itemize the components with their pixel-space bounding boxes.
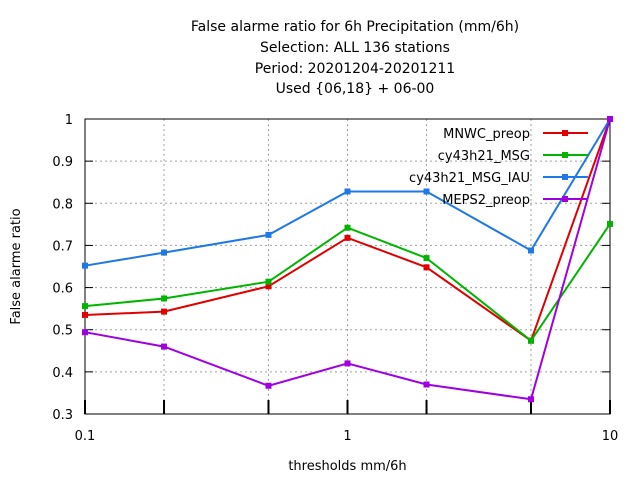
series-group bbox=[82, 116, 613, 403]
x-tick-label: 0.1 bbox=[75, 429, 96, 444]
data-point-cy43h21_MSG bbox=[265, 278, 272, 285]
data-point-cy43h21_MSG_IAU bbox=[265, 231, 272, 238]
data-point-MEPS2_preop bbox=[344, 360, 351, 367]
legend-label: MNWC_preop bbox=[443, 127, 530, 142]
data-point-MNWC_preop bbox=[161, 308, 168, 315]
y-tick-label: 0.8 bbox=[52, 197, 73, 212]
series-line-cy43h21_MSG bbox=[84, 223, 611, 343]
legend-swatch-marker bbox=[562, 196, 568, 202]
legend-label: cy43h21_MSG_IAU bbox=[409, 171, 530, 186]
data-point-cy43h21_MSG_IAU bbox=[527, 247, 534, 254]
data-point-MEPS2_preop bbox=[423, 381, 430, 388]
chart-title-line-3: Period: 20201204-20201211 bbox=[254, 61, 456, 77]
y-tick-label: 0.9 bbox=[52, 155, 73, 170]
data-point-cy43h21_MSG_IAU bbox=[161, 249, 168, 256]
y-tick-label: 0.4 bbox=[52, 366, 73, 381]
legend-label: cy43h21_MSG bbox=[438, 149, 530, 164]
data-point-cy43h21_MSG_IAU bbox=[423, 188, 430, 195]
chart-title-line-4: Used {06,18} + 06-00 bbox=[275, 81, 435, 97]
legend-label: MEPS2_preop bbox=[442, 193, 530, 208]
y-tick-label: 0.3 bbox=[52, 408, 73, 423]
legend-swatch-marker bbox=[562, 130, 568, 136]
chart-title-line-2: Selection: ALL 136 stations bbox=[260, 40, 450, 56]
y-tick-label: 1 bbox=[65, 113, 73, 128]
y-tick-label: 0.7 bbox=[52, 239, 73, 254]
axis-ticks: 0.3 0.4 0.5 0.6 0.7 0.8 0.9 1 0.1 1 10 bbox=[52, 113, 618, 444]
y-axis-label: False alarme ratio bbox=[9, 208, 24, 324]
grid bbox=[85, 119, 610, 414]
data-point-MNWC_preop bbox=[265, 283, 272, 290]
data-point-cy43h21_MSG bbox=[344, 224, 351, 231]
data-point-MNWC_preop bbox=[344, 234, 351, 241]
legend-swatch-marker bbox=[562, 174, 568, 180]
x-tick-label: 1 bbox=[343, 429, 351, 444]
data-point-MEPS2_preop bbox=[161, 343, 168, 350]
data-point-MEPS2_preop bbox=[82, 329, 88, 336]
chart-title-line-1: False alarme ratio for 6h Precipitation … bbox=[190, 19, 520, 35]
data-point-cy43h21_MSG bbox=[161, 295, 168, 302]
data-point-cy43h21_MSG_IAU bbox=[344, 188, 351, 195]
data-point-cy43h21_MSG bbox=[607, 220, 613, 227]
y-tick-label: 0.5 bbox=[52, 324, 73, 339]
data-point-MNWC_preop bbox=[423, 264, 430, 271]
x-tick-label: 10 bbox=[602, 429, 619, 444]
data-point-MEPS2_preop bbox=[607, 116, 613, 122]
data-point-cy43h21_MSG_IAU bbox=[82, 262, 88, 269]
legend: MNWC_preop cy43h21_MSG cy43h21_MSG_IAU MEPS… bbox=[409, 127, 588, 208]
data-point-MNWC_preop bbox=[82, 311, 88, 318]
data-point-cy43h21_MSG bbox=[423, 255, 430, 262]
data-point-MEPS2_preop bbox=[265, 382, 272, 389]
data-point-cy43h21_MSG bbox=[527, 337, 534, 344]
data-point-cy43h21_MSG bbox=[82, 303, 88, 310]
y-tick-label: 0.6 bbox=[52, 282, 73, 297]
x-axis-label: thresholds mm/6h bbox=[288, 459, 406, 474]
legend-swatch-marker bbox=[562, 152, 568, 158]
data-point-MEPS2_preop bbox=[527, 396, 534, 403]
